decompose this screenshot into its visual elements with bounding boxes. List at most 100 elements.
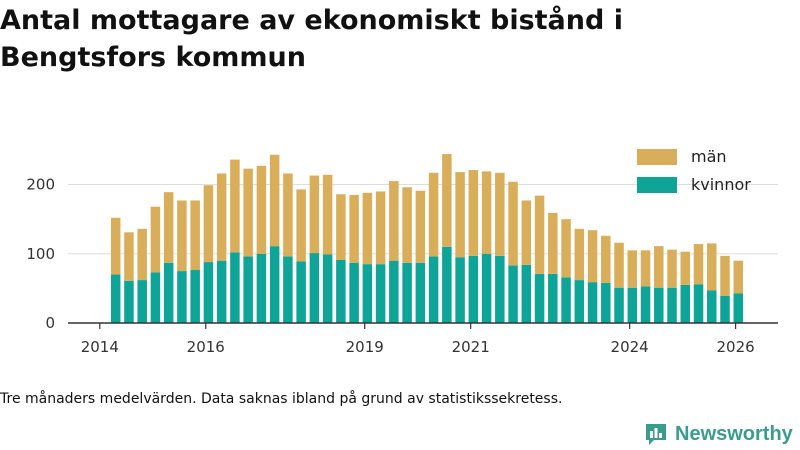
bar-man (415, 190, 426, 263)
bar-kvinnor (481, 253, 492, 323)
bar-man (216, 173, 227, 261)
bar-man (389, 181, 399, 261)
bar-man (680, 251, 691, 285)
bar-man (203, 185, 214, 263)
bar-kvinnor (402, 262, 412, 323)
bar-man (587, 230, 598, 283)
bar-kvinnor (203, 262, 214, 323)
bar-kvinnor (548, 273, 558, 323)
bar-kvinnor (163, 262, 174, 323)
bar-kvinnor (601, 282, 611, 323)
bar-man (110, 217, 121, 275)
y-tick-label: 200 (26, 176, 55, 194)
bar-kvinnor (640, 286, 651, 323)
bar-man (508, 181, 518, 266)
bar-kvinnor (455, 257, 465, 323)
bar-kvinnor (362, 264, 373, 323)
bar-kvinnor (574, 280, 585, 323)
bar-kvinnor (137, 280, 147, 323)
bar-kvinnor (269, 246, 280, 323)
x-tick-label: 2024 (611, 338, 649, 356)
bar-kvinnor (110, 274, 121, 323)
bar-man (137, 228, 147, 281)
bar-kvinnor (336, 260, 346, 323)
bar-man (534, 195, 545, 274)
bar-kvinnor (216, 260, 227, 323)
legend-label: män (691, 147, 727, 166)
bar-kvinnor (177, 271, 187, 323)
bar-man (720, 255, 730, 296)
bar-kvinnor (256, 253, 267, 323)
bar-man (521, 200, 532, 265)
y-tick-label: 0 (45, 314, 55, 332)
bar-man (574, 228, 585, 281)
bar-man (442, 154, 452, 247)
bar-man (667, 249, 677, 288)
footnote: Tre månaders medelvärden. Data saknas ib… (0, 391, 563, 407)
bar-man (256, 165, 267, 254)
bar-kvinnor (428, 256, 439, 323)
bar-man (150, 206, 161, 273)
x-tick-label: 2026 (717, 338, 755, 356)
bar-kvinnor (296, 261, 306, 323)
bar-man (349, 194, 359, 263)
bar-kvinnor (534, 273, 545, 323)
bar-man (243, 168, 253, 257)
bar-kvinnor (521, 264, 532, 323)
bar-man (481, 171, 492, 254)
legend-swatch-man (637, 149, 677, 165)
bar-man (548, 212, 558, 274)
bar-man (190, 200, 200, 270)
bar-kvinnor (322, 254, 333, 323)
x-tick-label: 2019 (346, 338, 384, 356)
bar-kvinnor (283, 256, 293, 323)
bar-man (269, 154, 280, 247)
bar-man (455, 172, 465, 258)
bar-kvinnor (124, 280, 134, 323)
bar-kvinnor (150, 272, 161, 323)
bar-man (733, 260, 744, 294)
bar-man (124, 232, 134, 281)
bar-kvinnor (720, 296, 730, 323)
bar-man (177, 200, 187, 272)
bar-man (654, 246, 664, 288)
bar-man (601, 235, 611, 283)
bar-kvinnor (680, 284, 691, 323)
bar-kvinnor (442, 246, 452, 323)
bar-man (375, 191, 386, 265)
axes: 0 100 200 2014 2016 2019 2021 2024 2026 (26, 176, 778, 356)
bar-kvinnor (468, 255, 479, 323)
bar-kvinnor (230, 252, 240, 323)
bar-kvinnor (733, 293, 744, 323)
bar-man (322, 174, 333, 255)
bar-man (283, 173, 293, 257)
x-tick-label: 2014 (81, 338, 119, 356)
bar-kvinnor (415, 262, 426, 323)
bar-man (309, 175, 320, 254)
bar-man (336, 194, 346, 260)
bar-man (640, 250, 651, 287)
bar-kvinnor (508, 265, 518, 323)
legend: män kvinnor (637, 147, 751, 194)
bar-man (614, 242, 624, 288)
bar-kvinnor (495, 255, 505, 323)
bar-man (468, 170, 479, 256)
brand-name: Newsworthy (675, 422, 793, 445)
bar-kvinnor (707, 290, 717, 323)
bar-man (495, 172, 505, 256)
bar-kvinnor (693, 284, 704, 323)
chart-title: Antal mottagare av ekonomiskt bistånd i … (0, 5, 623, 73)
brand: Newsworthy (645, 420, 793, 448)
bar-man (627, 250, 638, 288)
x-tick-label: 2016 (187, 338, 225, 356)
bar-man (296, 189, 306, 262)
bar-man (693, 244, 704, 285)
bar-kvinnor (349, 262, 359, 323)
bar-kvinnor (243, 256, 253, 323)
bar-man (362, 192, 373, 265)
bar-kvinnor (587, 282, 598, 323)
bar-kvinnor (309, 253, 320, 323)
bar-series (110, 154, 744, 323)
bar-man (561, 219, 571, 278)
bar-kvinnor (614, 287, 624, 323)
